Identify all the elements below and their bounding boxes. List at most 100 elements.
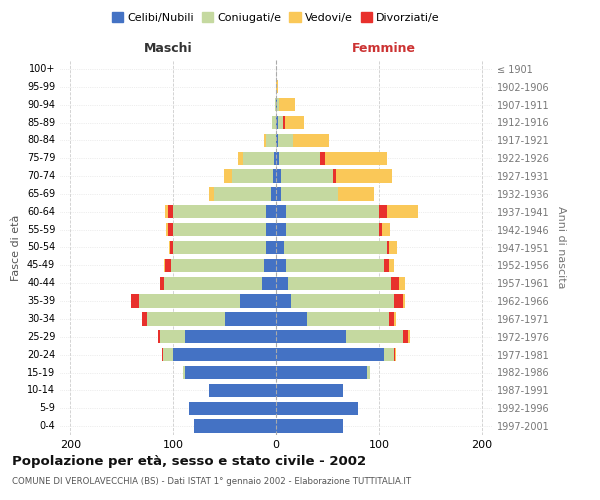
Bar	[173, 241, 266, 254]
Bar	[238, 152, 243, 165]
Bar	[286, 223, 379, 236]
Bar	[171, 258, 263, 272]
Bar	[243, 152, 274, 165]
Bar	[407, 330, 410, 344]
Bar	[276, 330, 346, 344]
Bar	[164, 276, 262, 290]
Bar	[387, 241, 389, 254]
Bar	[164, 258, 165, 272]
Bar	[139, 294, 240, 308]
Bar	[284, 241, 387, 254]
Bar	[338, 187, 374, 200]
Bar	[232, 170, 273, 183]
Text: Popolazione per età, sesso e stato civile - 2002: Popolazione per età, sesso e stato civil…	[12, 455, 366, 468]
Bar	[271, 187, 276, 200]
Bar	[263, 258, 276, 272]
Bar	[325, 152, 387, 165]
Bar	[276, 134, 278, 147]
Bar	[276, 384, 343, 397]
Bar	[289, 276, 391, 290]
Bar	[168, 223, 173, 236]
Bar	[162, 348, 163, 362]
Bar	[379, 223, 382, 236]
Bar	[279, 152, 320, 165]
Legend: Celibi/Nubili, Coniugati/e, Vedovi/e, Divorziati/e: Celibi/Nubili, Coniugati/e, Vedovi/e, Di…	[108, 8, 444, 28]
Bar	[173, 223, 266, 236]
Bar	[266, 241, 276, 254]
Bar	[394, 348, 395, 362]
Bar	[263, 134, 266, 147]
Bar	[367, 366, 370, 379]
Bar	[224, 170, 232, 183]
Bar	[276, 205, 286, 218]
Bar	[285, 116, 304, 129]
Bar	[209, 187, 214, 200]
Bar	[158, 330, 160, 344]
Bar	[214, 187, 271, 200]
Bar	[384, 258, 389, 272]
Bar	[335, 170, 392, 183]
Bar	[148, 312, 224, 326]
Bar	[266, 223, 276, 236]
Bar	[384, 348, 394, 362]
Bar	[286, 205, 379, 218]
Y-axis label: Fasce di età: Fasce di età	[11, 214, 21, 280]
Bar	[276, 116, 278, 129]
Bar	[394, 294, 403, 308]
Bar	[276, 366, 367, 379]
Bar	[185, 330, 276, 344]
Bar	[274, 152, 276, 165]
Bar	[169, 241, 170, 254]
Bar	[276, 294, 292, 308]
Bar	[389, 241, 397, 254]
Bar	[389, 258, 394, 272]
Y-axis label: Anni di nascita: Anni di nascita	[556, 206, 566, 289]
Bar	[163, 348, 173, 362]
Bar	[394, 312, 397, 326]
Bar	[276, 80, 278, 94]
Bar	[275, 98, 276, 112]
Text: Maschi: Maschi	[143, 42, 193, 55]
Bar	[173, 205, 266, 218]
Text: COMUNE DI VEROLAVECCHIA (BS) - Dati ISTAT 1° gennaio 2002 - Elaborazione TUTTITA: COMUNE DI VEROLAVECCHIA (BS) - Dati ISTA…	[12, 478, 411, 486]
Text: Femmine: Femmine	[352, 42, 416, 55]
Bar	[165, 205, 168, 218]
Bar	[389, 312, 394, 326]
Bar	[281, 170, 332, 183]
Bar	[184, 366, 185, 379]
Bar	[278, 134, 293, 147]
Bar	[266, 205, 276, 218]
Bar	[277, 98, 279, 112]
Bar	[346, 330, 403, 344]
Bar	[395, 348, 397, 362]
Bar	[276, 241, 284, 254]
Bar	[166, 223, 168, 236]
Bar	[382, 223, 390, 236]
Bar	[332, 170, 335, 183]
Bar	[224, 312, 276, 326]
Bar	[165, 258, 171, 272]
Bar	[391, 276, 400, 290]
Bar	[293, 134, 329, 147]
Bar	[278, 116, 283, 129]
Bar	[272, 116, 276, 129]
Bar	[387, 205, 418, 218]
Bar	[194, 420, 276, 433]
Bar	[281, 187, 338, 200]
Bar	[320, 152, 325, 165]
Bar	[188, 402, 276, 415]
Bar	[173, 348, 276, 362]
Bar	[266, 134, 276, 147]
Bar	[276, 187, 281, 200]
Bar	[276, 223, 286, 236]
Bar	[276, 348, 384, 362]
Bar	[276, 98, 277, 112]
Bar	[403, 330, 407, 344]
Bar	[168, 205, 173, 218]
Bar	[273, 170, 276, 183]
Bar	[160, 330, 185, 344]
Bar	[379, 205, 387, 218]
Bar	[170, 241, 173, 254]
Bar	[142, 312, 148, 326]
Bar	[286, 258, 384, 272]
